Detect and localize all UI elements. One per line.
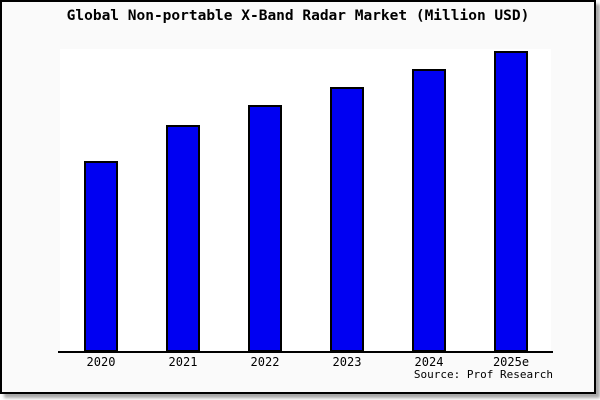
x-tick-2023: 2023 [332, 355, 362, 369]
bar-2025e [494, 51, 528, 352]
bar-2022 [248, 105, 282, 352]
bar-2023 [330, 87, 364, 352]
chart-title: Global Non-portable X-Band Radar Market … [66, 8, 530, 24]
x-tick-2022: 2022 [250, 355, 280, 369]
bar-2024 [412, 69, 446, 352]
source-label: Source: Prof Research [413, 368, 553, 381]
x-tick-2025e: 2025e [492, 355, 530, 369]
bar-2021 [166, 125, 200, 352]
plot-area [60, 49, 551, 352]
bar-2020 [84, 161, 118, 352]
chart-card: Global Non-portable X-Band Radar Market … [0, 0, 596, 394]
x-tick-2024: 2024 [414, 355, 444, 369]
x-axis-line [58, 351, 553, 353]
x-tick-2021: 2021 [168, 355, 198, 369]
x-axis-tick-labels: 2020 2021 2022 2023 2024 2025e [60, 355, 551, 371]
x-tick-2020: 2020 [86, 355, 116, 369]
